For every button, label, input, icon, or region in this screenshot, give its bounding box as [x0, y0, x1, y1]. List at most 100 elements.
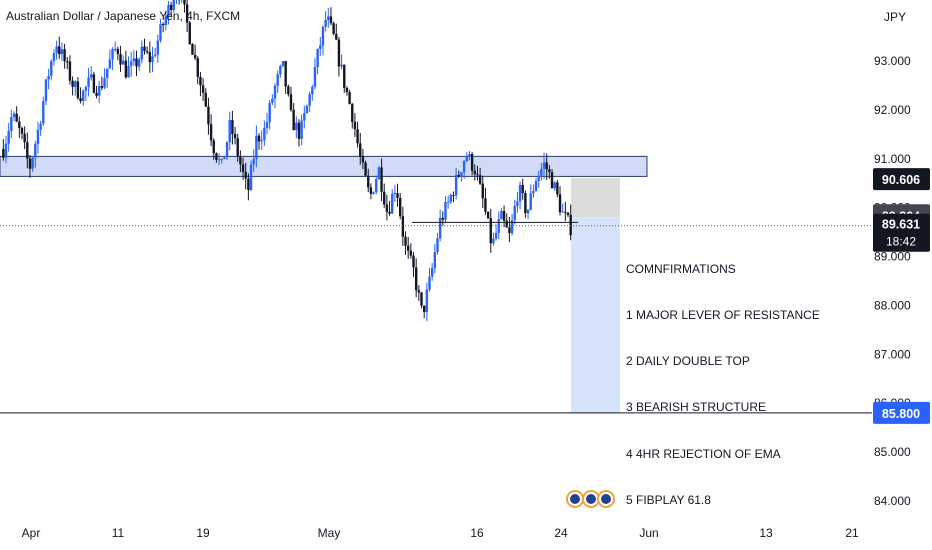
y-tick-label: 91.000	[874, 152, 911, 166]
candle	[100, 86, 104, 88]
au-flag-icon[interactable]	[570, 494, 580, 504]
candle	[212, 140, 215, 154]
candle	[87, 77, 90, 87]
calendar-event-icon[interactable]	[586, 494, 596, 504]
candle	[236, 138, 239, 157]
annotation-line: 5 FIBPLAY 61.8	[626, 492, 711, 507]
levels-layer	[0, 221, 872, 414]
candle	[297, 122, 301, 139]
candle	[417, 290, 421, 293]
candle	[98, 86, 101, 96]
candle	[108, 59, 112, 69]
candle	[454, 174, 458, 196]
candle	[396, 192, 399, 198]
candle	[276, 74, 279, 86]
candle	[545, 162, 548, 170]
candle	[409, 250, 413, 256]
candle	[321, 26, 325, 46]
candle	[153, 54, 157, 57]
candle	[327, 16, 330, 21]
candle	[140, 46, 144, 60]
candle	[476, 174, 479, 176]
candle	[209, 124, 213, 141]
candle	[481, 183, 484, 199]
candle	[201, 85, 205, 93]
candle	[106, 68, 109, 78]
candle	[524, 193, 527, 214]
candle	[143, 46, 146, 51]
y-tick-label: 85.000	[874, 445, 911, 459]
candle	[159, 24, 162, 41]
event-icons[interactable]	[566, 490, 615, 508]
resistance-zone	[0, 155, 648, 177]
candle	[399, 197, 402, 217]
candle	[42, 101, 45, 124]
candle	[430, 267, 434, 277]
x-tick-label: 19	[196, 526, 210, 540]
candle	[359, 143, 362, 157]
candle	[569, 215, 572, 236]
candle	[457, 174, 460, 177]
annotation-line: 4 4HR REJECTION OF EMA	[626, 446, 781, 461]
candle	[553, 182, 556, 189]
stop-loss-zone	[571, 178, 620, 218]
annotation-line: COMNFIRMATIONS	[626, 261, 736, 276]
candle	[196, 58, 199, 77]
y-tick-label: 88.000	[874, 298, 911, 312]
au-flag-icon[interactable]	[601, 494, 611, 504]
candle	[380, 167, 383, 192]
candle	[241, 164, 245, 172]
candle	[36, 129, 40, 144]
candle	[161, 24, 165, 26]
candle	[556, 182, 559, 195]
candle	[148, 52, 152, 63]
candle	[308, 94, 311, 106]
candle	[343, 64, 346, 88]
candle	[135, 58, 138, 67]
candle	[10, 116, 13, 132]
candle	[526, 209, 530, 214]
candle	[406, 245, 410, 251]
candle	[217, 159, 221, 161]
x-tick-label: 16	[470, 526, 484, 540]
currency-label: JPY	[884, 10, 906, 24]
candle	[292, 109, 295, 131]
candle	[116, 48, 120, 55]
take-profit-zone	[571, 217, 620, 413]
candle	[441, 217, 445, 220]
candle	[7, 131, 10, 144]
candle	[521, 184, 524, 194]
candle	[383, 191, 386, 205]
candle	[82, 90, 85, 102]
candle	[215, 153, 218, 160]
y-tick-label: 89.000	[874, 250, 911, 264]
candle	[388, 211, 391, 214]
candle	[433, 251, 437, 268]
candle	[260, 140, 263, 142]
candle	[462, 161, 466, 173]
candle	[132, 58, 136, 62]
candle	[220, 159, 223, 161]
candle	[90, 74, 93, 78]
x-tick-label: 24	[554, 526, 568, 540]
candle	[74, 81, 77, 87]
candle	[300, 120, 303, 139]
candle	[15, 113, 18, 122]
annotation-line: 1 MAJOR LEVER OF RESISTANCE	[626, 308, 820, 323]
stop-price-label-bg	[873, 168, 930, 191]
candle	[340, 64, 343, 67]
candle	[473, 170, 476, 175]
candle	[446, 201, 450, 203]
candle	[303, 113, 306, 121]
candle	[452, 195, 455, 197]
candle	[353, 121, 357, 130]
candle	[422, 305, 426, 312]
candle	[494, 232, 498, 239]
candle	[164, 16, 168, 26]
candle	[508, 227, 511, 234]
candle	[47, 75, 50, 80]
candle	[233, 134, 237, 139]
candle	[103, 77, 106, 88]
candle	[121, 60, 125, 65]
